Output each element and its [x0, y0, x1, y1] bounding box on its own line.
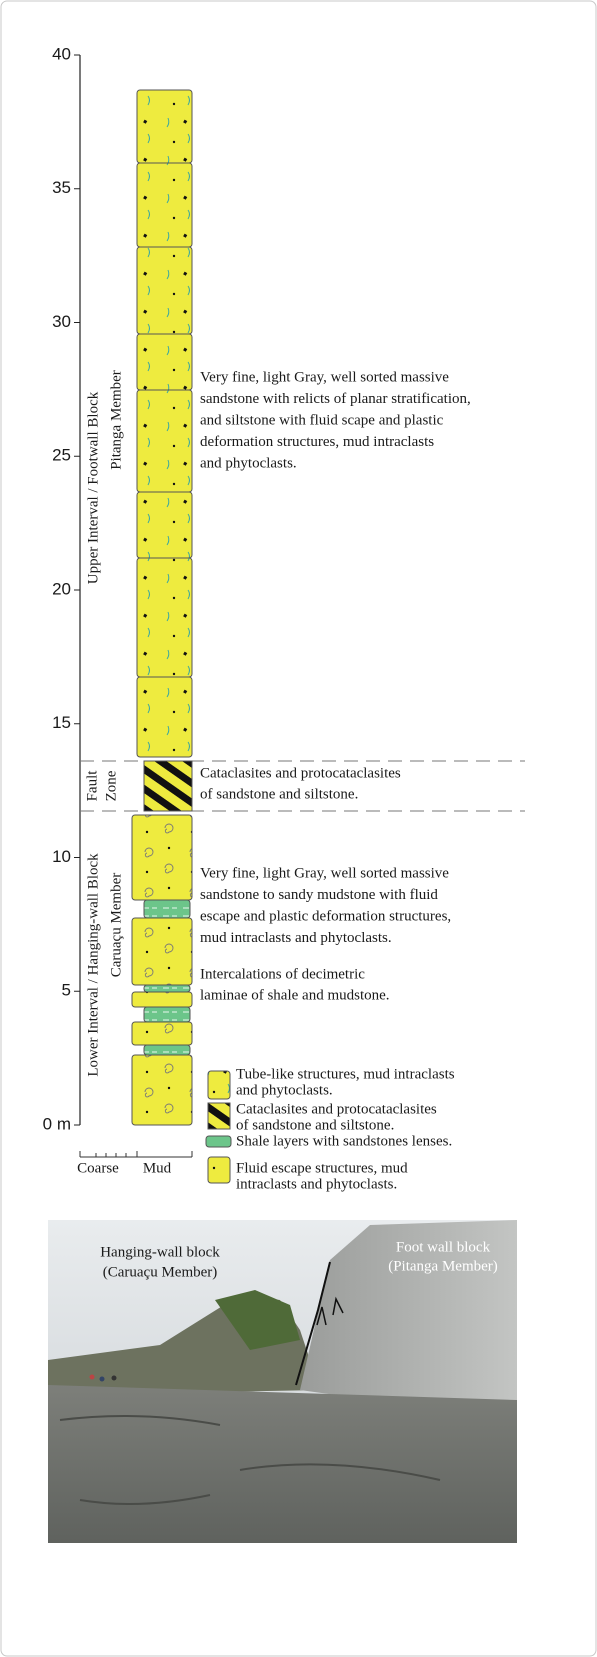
- description: Intercalations of decimetric: [200, 966, 365, 982]
- grain-scale: [80, 1151, 192, 1157]
- description: of sandstone and siltstone.: [200, 786, 358, 802]
- shale-bed: [144, 1045, 190, 1055]
- fault-label: Zone: [103, 770, 119, 801]
- legend-label: Fluid escape structures, mud: [236, 1160, 408, 1176]
- photo-label: (Pitanga Member): [388, 1258, 498, 1274]
- mud-label: Mud: [143, 1160, 172, 1176]
- bed: [137, 334, 192, 390]
- fault-bed: [144, 761, 192, 811]
- bed: [137, 677, 192, 757]
- tick-label: 40: [52, 44, 71, 63]
- legend-label: Tube-like structures, mud intraclasts: [236, 1066, 455, 1082]
- bed: [137, 492, 192, 558]
- tick-label: 0 m: [43, 1114, 71, 1133]
- tick-label: 10: [52, 847, 71, 866]
- bed: [137, 90, 192, 163]
- description: Very fine, light Gray, well sorted massi…: [200, 865, 449, 881]
- fault-label: Fault: [84, 770, 100, 802]
- bed: [137, 390, 192, 492]
- bed: [132, 992, 192, 1007]
- legend-label: of sandstone and siltstone.: [236, 1117, 394, 1133]
- interval-label: Lower Interval / Hanging-wall Block: [85, 853, 101, 1077]
- member-label: Pitanga Member: [108, 370, 124, 470]
- legend-icons: [206, 1071, 231, 1183]
- bed: [132, 815, 192, 900]
- shale-bed: [144, 1007, 190, 1022]
- description: escape and plastic deformation structure…: [200, 908, 451, 924]
- column: [132, 90, 192, 1125]
- legend-label: Cataclasites and protocataclasites: [236, 1101, 437, 1117]
- bed: [137, 558, 192, 677]
- member-label: Caruaçu Member: [108, 873, 124, 978]
- photo-label: (Caruaçu Member): [103, 1264, 218, 1280]
- shale-bed: [144, 900, 190, 918]
- description: sandstone to sandy mudstone with fluid: [200, 887, 438, 903]
- legend-label: and phytoclasts.: [236, 1082, 333, 1098]
- tick-label: 25: [52, 446, 71, 465]
- interval-label: Upper Interval / Footwall Block: [85, 391, 101, 584]
- bed: [132, 918, 192, 985]
- bed: [137, 247, 192, 334]
- description: sandstone with relicts of planar stratif…: [200, 391, 471, 407]
- description: laminae of shale and mudstone.: [200, 987, 390, 1003]
- description: Cataclasites and protocataclasites: [200, 765, 401, 781]
- tick-label: 15: [52, 713, 71, 732]
- legend-label: Shale layers with sandstones lenses.: [236, 1133, 452, 1149]
- description: and phytoclasts.: [200, 455, 297, 471]
- description: Very fine, light Gray, well sorted massi…: [200, 369, 449, 385]
- description: deformation structures, mud intraclasts: [200, 434, 434, 450]
- bed: [132, 1055, 192, 1125]
- description: mud intraclasts and phytoclasts.: [200, 930, 392, 946]
- shale-bed: [144, 985, 190, 992]
- photo-label: Foot wall block: [396, 1239, 491, 1255]
- figure: Coarse Mud 0 m 5 10 15 20 25 30 35 40 Upper Inter…: [0, 0, 597, 1657]
- tick-label: 30: [52, 312, 71, 331]
- tick-label: 35: [52, 178, 71, 197]
- bed: [132, 1022, 192, 1045]
- tick-label: 5: [62, 981, 71, 1000]
- bed: [137, 163, 192, 247]
- legend-label: intraclasts and phytoclasts.: [236, 1176, 397, 1192]
- photo-label: Hanging-wall block: [100, 1244, 220, 1260]
- description: and siltstone with fluid scape and plast…: [200, 412, 444, 428]
- coarse-label: Coarse: [77, 1160, 119, 1176]
- tick-label: 20: [52, 579, 71, 598]
